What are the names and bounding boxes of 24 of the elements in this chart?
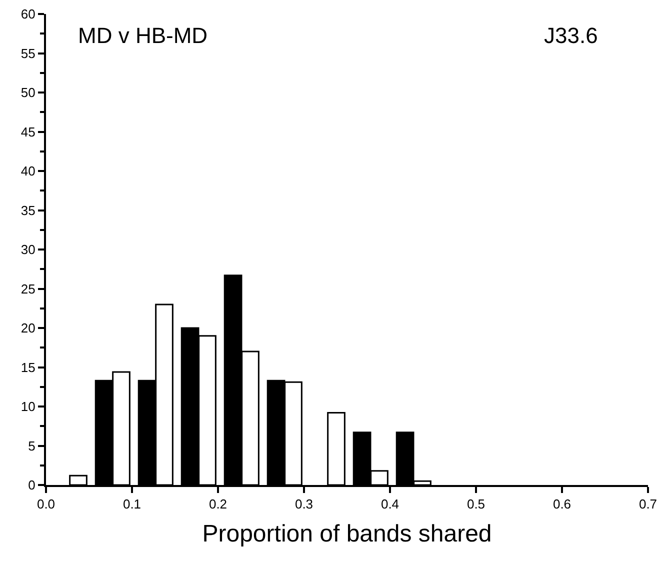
annotation: MD v HB-MD bbox=[78, 23, 208, 48]
x-tick-label: 0.1 bbox=[122, 496, 142, 512]
x-tick-label: 0.2 bbox=[208, 496, 228, 512]
y-tick-label: 50 bbox=[20, 85, 36, 100]
y-tick-label: 0 bbox=[28, 478, 36, 493]
y-tick-label: 40 bbox=[20, 164, 36, 179]
y-tick-label: 35 bbox=[20, 202, 36, 218]
annotation: J33.6 bbox=[544, 23, 598, 48]
y-tick-label: 5 bbox=[28, 438, 36, 454]
x-tick-label: 0.3 bbox=[294, 496, 314, 512]
y-tick-label: 30 bbox=[20, 242, 36, 258]
x-tick-label: 0.5 bbox=[466, 496, 486, 512]
x-tick-label: 0.7 bbox=[638, 496, 658, 512]
x-tick-label: 0.6 bbox=[552, 496, 572, 512]
y-tick-label: 45 bbox=[20, 124, 36, 140]
y-tick-label: 60 bbox=[20, 6, 36, 22]
x-tick-label: 0.4 bbox=[380, 496, 400, 512]
x-axis-title: Proportion of bands shared bbox=[202, 520, 492, 548]
x-tick-label: 0.0 bbox=[36, 496, 56, 512]
y-tick-label: 20 bbox=[20, 320, 36, 336]
y-tick-label: 15 bbox=[20, 360, 36, 375]
y-tick-label: 25 bbox=[20, 281, 36, 296]
y-tick-label: 55 bbox=[20, 46, 36, 61]
y-tick-label: 10 bbox=[20, 399, 36, 414]
